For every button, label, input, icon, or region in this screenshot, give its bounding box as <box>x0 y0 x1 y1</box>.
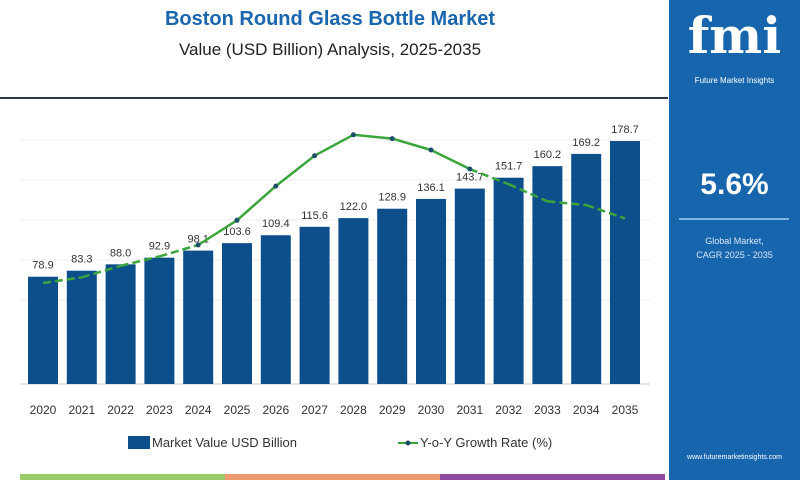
x-tick-label: 2020 <box>30 403 57 417</box>
growth-line-segment <box>391 137 432 152</box>
x-tick-label: 2033 <box>534 403 561 417</box>
data-label: 151.7 <box>495 161 523 173</box>
bar-2024 <box>183 250 214 384</box>
logo-text: Future Market Insights <box>694 76 775 85</box>
bar-2021 <box>66 270 97 384</box>
data-label: 169.2 <box>572 137 600 149</box>
bar-2028 <box>338 218 369 384</box>
data-label: 109.4 <box>262 218 290 230</box>
x-tick-label: 2028 <box>340 403 367 417</box>
bar-2023 <box>144 257 175 384</box>
data-label: 103.6 <box>223 226 251 238</box>
legend-swatch-line <box>398 440 418 445</box>
chart-title: Boston Round Glass Bottle Market <box>164 8 496 30</box>
legend-label: Market Value USD Billion <box>152 435 297 450</box>
bar-2025 <box>222 243 252 384</box>
legend-item-growth-rate: Y-o-Y Growth Rate (%) <box>398 435 552 450</box>
growth-line-segment <box>120 255 160 268</box>
data-label: 115.6 <box>301 210 328 222</box>
info-panel: fmi Future Market Insights 5.6% Global M… <box>669 0 800 480</box>
growth-line-segment <box>353 133 393 140</box>
cagr-label-1: Global Market, <box>705 236 764 246</box>
x-tick-label: 2034 <box>573 403 600 417</box>
growth-line-segment <box>430 148 471 171</box>
bar-2032 <box>493 177 524 384</box>
chart-area: 78.9202083.3202188.0202292.9202398.12024… <box>20 124 650 417</box>
footer-bar-orange <box>225 474 440 480</box>
bar-2031 <box>454 188 485 384</box>
x-tick-label: 2025 <box>224 403 251 417</box>
legend-label: Y-o-Y Growth Rate (%) <box>420 435 553 450</box>
data-label: 136.1 <box>417 182 445 194</box>
header-divider <box>0 97 668 99</box>
data-label: 83.3 <box>71 254 92 266</box>
growth-line-segment <box>508 183 548 203</box>
bar-2034 <box>571 153 602 384</box>
growth-line-segment <box>197 219 238 247</box>
chart-subtitle: Value (USD Billion) Analysis, 2025-2035 <box>178 40 482 59</box>
growth-line-segment <box>314 133 354 157</box>
x-tick-label: 2032 <box>495 403 522 417</box>
growth-line-segment <box>159 243 199 258</box>
bar-2030 <box>416 198 446 384</box>
x-tick-label: 2031 <box>456 403 483 417</box>
bar-2033 <box>532 166 563 384</box>
growth-line-segment <box>42 276 82 285</box>
growth-line-segment <box>547 200 587 207</box>
footer-bar-green <box>20 474 225 480</box>
data-label: 122.0 <box>340 201 368 213</box>
x-tick-label: 2027 <box>301 403 328 417</box>
bar-2027 <box>299 226 330 384</box>
x-tick-label: 2030 <box>418 403 445 417</box>
growth-line-segment <box>236 185 277 222</box>
growth-point-2031 <box>467 166 473 172</box>
growth-point-2027 <box>312 153 318 159</box>
data-label: 128.9 <box>378 192 406 204</box>
growth-point-2029 <box>389 136 395 142</box>
footer-bar-purple <box>440 474 665 480</box>
data-label: 160.2 <box>534 149 562 161</box>
growth-line-segment <box>81 264 121 279</box>
cagr-value: 5.6% <box>700 168 769 201</box>
data-label: 178.7 <box>611 124 639 136</box>
bar-2022 <box>105 264 136 384</box>
bar-2020 <box>28 276 58 384</box>
legend-item-market-value: Market Value USD Billion <box>128 435 297 450</box>
growth-line-segment <box>275 154 316 188</box>
growth-line-segment <box>585 203 626 220</box>
x-tick-label: 2021 <box>68 403 95 417</box>
x-tick-label: 2029 <box>379 403 406 417</box>
x-tick-label: 2022 <box>107 403 134 417</box>
growth-point-2030 <box>428 147 434 153</box>
panel-divider <box>679 218 789 220</box>
data-label: 92.9 <box>149 241 170 253</box>
data-label: 78.9 <box>32 260 53 272</box>
data-label: 143.7 <box>456 172 484 184</box>
bar-2026 <box>260 235 291 384</box>
website-url: www.futuremarketinsights.com <box>687 454 782 461</box>
growth-line-segment <box>469 167 510 186</box>
growth-point-2028 <box>350 132 356 138</box>
growth-point-2025 <box>234 217 240 223</box>
fmi-logo: fmi <box>687 6 782 65</box>
cagr-label-2: CAGR 2025 - 2035 <box>696 250 773 260</box>
x-tick-label: 2026 <box>262 403 289 417</box>
bar-2029 <box>377 208 408 384</box>
growth-point-2026 <box>273 183 279 189</box>
x-tick-label: 2024 <box>185 403 212 417</box>
bar-2035 <box>610 141 640 384</box>
legend-swatch-bar <box>128 436 150 449</box>
data-label: 88.0 <box>110 247 131 259</box>
x-tick-label: 2023 <box>146 403 173 417</box>
x-tick-label: 2035 <box>612 403 639 417</box>
growth-point-2024 <box>195 242 201 248</box>
